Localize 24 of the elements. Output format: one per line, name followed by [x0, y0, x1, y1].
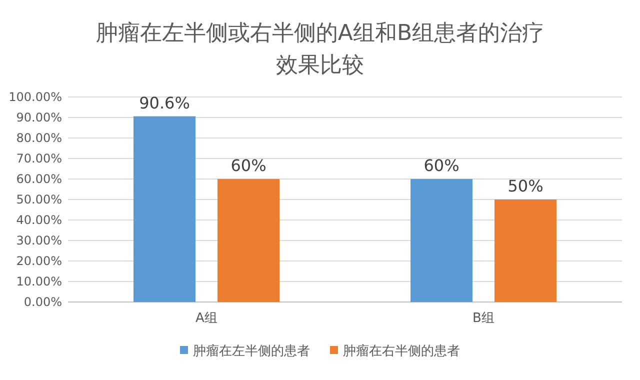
y-tick-label: 40.00% [16, 213, 62, 227]
y-tick-label: 0.00% [24, 295, 62, 309]
title: 肿瘤在左半侧或右半侧的A组和B组患者的治疗效果比较 [96, 21, 544, 78]
y-tick-label: 90.00% [16, 110, 62, 124]
legend-label: 肿瘤在右半侧的患者 [343, 343, 460, 359]
x-tick-label: B组 [472, 311, 494, 326]
y-tick-label: 20.00% [16, 254, 62, 268]
data-label: 60% [230, 156, 266, 175]
data-label: 60% [424, 156, 460, 175]
bar [218, 179, 280, 302]
bar [410, 179, 472, 302]
y-tick-label: 50.00% [16, 192, 62, 206]
y-tick-label: 70.00% [16, 152, 62, 166]
data-label: 50% [508, 176, 544, 196]
bar [494, 200, 556, 302]
x-tick-label: A组 [196, 311, 218, 326]
y-tick-label: 80.00% [16, 131, 62, 145]
legend-label: 肿瘤在左半侧的患者 [193, 343, 310, 359]
data-label: 90.6% [139, 93, 190, 112]
y-tick-label: 100.00% [8, 90, 62, 104]
y-tick-label: 10.00% [16, 274, 62, 288]
y-tick-label: 60.00% [16, 172, 62, 186]
y-tick-label: 30.00% [16, 234, 62, 248]
bar [134, 116, 196, 302]
